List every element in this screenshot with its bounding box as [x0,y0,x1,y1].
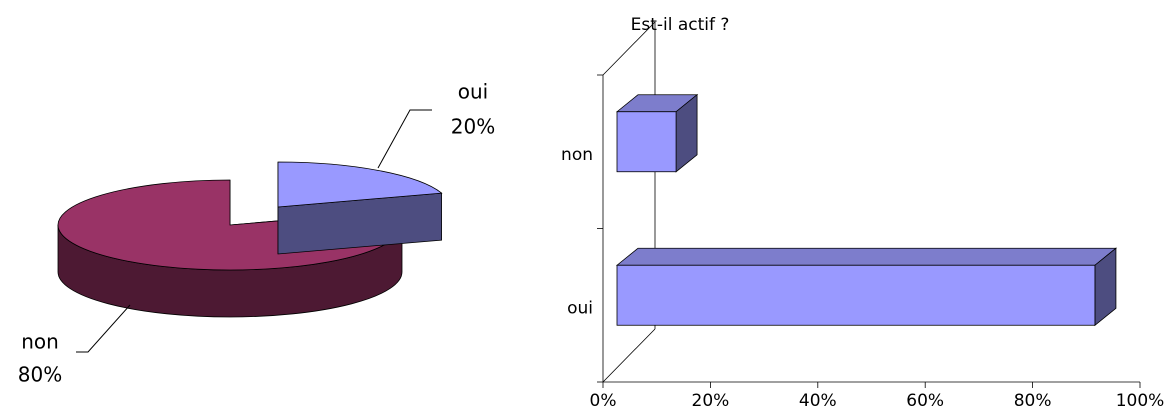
x-tick-label: 60% [906,391,944,411]
pie-value-label: 20% [451,115,495,139]
pie-label: non [21,330,59,354]
y-tick-label: oui [567,298,593,318]
pie-value-label: 80% [18,363,62,387]
x-tick-label: 40% [799,391,837,411]
x-tick-label: 20% [692,391,730,411]
pie-chart [57,161,443,318]
pie-slice [277,161,443,208]
y-tick-label: non [561,145,593,165]
wall-edge [602,21,656,76]
leader-line [76,304,131,353]
bar [616,264,1096,326]
bar-top [615,247,1118,266]
bar [616,111,677,173]
x-tick-label: 80% [1014,391,1052,411]
x-tick-label: 100% [1116,391,1165,411]
pie-label: oui [458,80,488,104]
wall-edge [602,328,656,383]
leader-line [377,109,432,169]
x-tick-label: 0% [590,391,617,411]
